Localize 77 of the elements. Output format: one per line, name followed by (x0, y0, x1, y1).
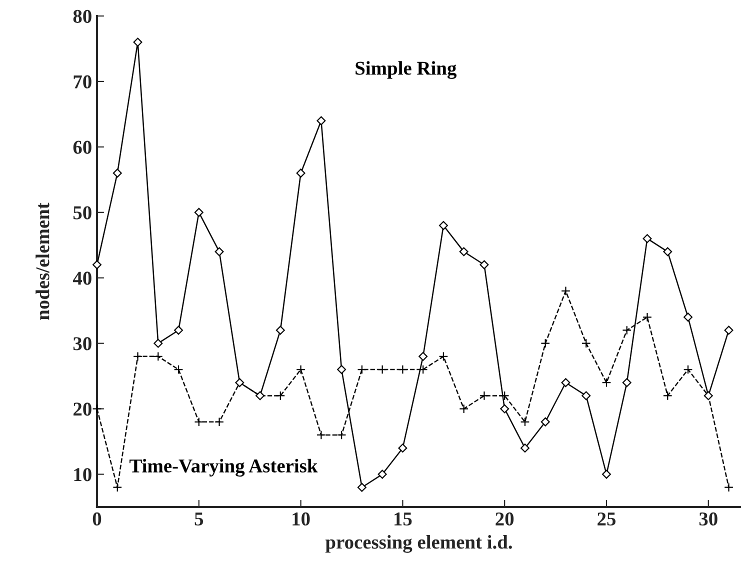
point (174, 364, 184, 374)
point (438, 352, 448, 362)
point (174, 326, 184, 335)
point (214, 247, 224, 256)
point (684, 312, 692, 322)
point (459, 404, 469, 414)
y-tick-label: 10 (74, 468, 92, 482)
point (276, 326, 285, 335)
point (214, 417, 224, 427)
point (112, 482, 122, 492)
point (316, 430, 326, 440)
point (133, 352, 142, 362)
point (561, 286, 570, 296)
point (418, 364, 428, 374)
point (378, 364, 388, 374)
point (296, 168, 306, 178)
point (622, 326, 632, 335)
series-label: Time-Varying Asterisk (130, 458, 318, 477)
point (337, 365, 346, 374)
point (438, 221, 448, 230)
point (153, 352, 163, 362)
y-tick-label: 60 (73, 140, 92, 154)
y-tick-label: 80 (73, 10, 92, 23)
point (581, 338, 591, 348)
point (276, 390, 286, 400)
y-axis-title: nodes/element (36, 202, 50, 320)
x-tick-label: 25 (598, 512, 616, 526)
point (479, 390, 489, 400)
x-tick-label: 15 (394, 512, 412, 526)
point (582, 391, 591, 400)
point (663, 247, 672, 256)
point (316, 116, 326, 126)
point (561, 378, 570, 388)
point (378, 470, 387, 479)
point (500, 390, 510, 400)
point (357, 482, 366, 492)
point (194, 417, 204, 427)
point (724, 326, 734, 335)
point (540, 417, 550, 426)
point (500, 404, 510, 414)
y-tick-label: 40 (72, 272, 92, 285)
y-tick-label: 70 (74, 75, 92, 88)
point (480, 260, 489, 270)
x-axis-title: processing element i.d. (325, 535, 512, 553)
point (642, 312, 652, 322)
point (724, 482, 734, 492)
point (357, 364, 367, 374)
point (520, 444, 530, 453)
point (154, 338, 163, 348)
point (194, 208, 204, 217)
x-tick-label: 0 (92, 512, 102, 526)
y-tick-label: 20 (74, 402, 92, 416)
point (683, 364, 693, 374)
y-tick-label: 30 (73, 337, 92, 350)
point (92, 404, 102, 414)
text: Simple Ring (356, 61, 457, 79)
x-tick-label: 10 (292, 512, 310, 526)
x-tick-label: 5 (194, 512, 204, 526)
point (398, 444, 408, 453)
point (418, 352, 428, 361)
point (602, 470, 611, 479)
point (398, 364, 408, 374)
point (112, 168, 122, 178)
point (336, 430, 346, 440)
point (520, 417, 530, 427)
point (602, 378, 612, 388)
x-tick-label: 20 (496, 512, 514, 526)
point (459, 247, 468, 256)
point (642, 234, 652, 244)
x-tick-label: 30 (699, 512, 718, 526)
point (662, 390, 672, 400)
point (540, 338, 550, 348)
y-tick-label: 50 (73, 206, 92, 220)
point (133, 38, 142, 47)
point (622, 378, 632, 388)
point (92, 260, 102, 270)
point (296, 364, 306, 374)
